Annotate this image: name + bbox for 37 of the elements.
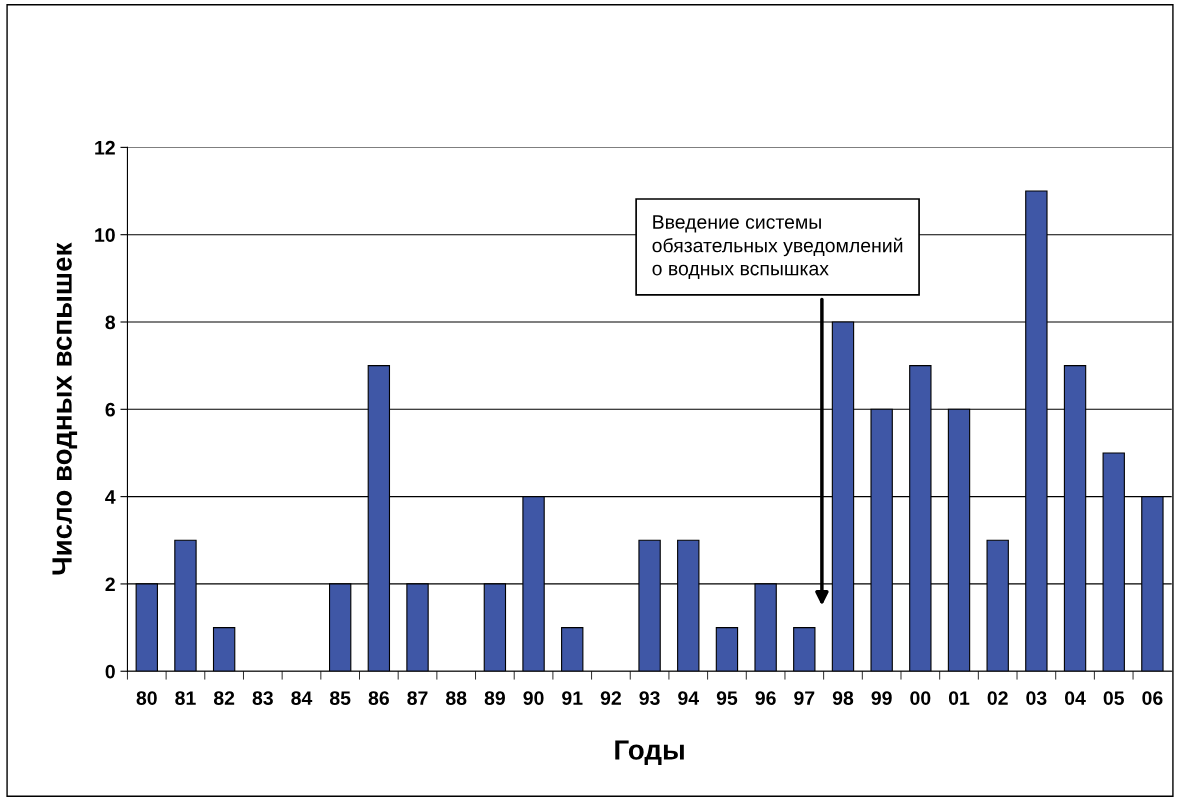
- y-tick-label: 10: [95, 228, 115, 242]
- x-tick-label: 93: [639, 691, 660, 705]
- x-tick-label: 97: [794, 691, 815, 705]
- x-tick-label: 00: [910, 691, 931, 705]
- x-tick-label: 82: [213, 691, 235, 705]
- x-tick-label: 90: [523, 691, 544, 705]
- x-tick-label: 96: [755, 691, 776, 705]
- x-tick-label: 01: [948, 691, 970, 705]
- x-tick-label: 81: [175, 691, 196, 705]
- x-tick-label: 87: [407, 691, 428, 705]
- x-tick-label: 85: [329, 691, 351, 705]
- x-tick-label: 88: [446, 691, 467, 705]
- x-tick-label: 83: [252, 691, 273, 705]
- y-tick-label: 2: [105, 577, 115, 591]
- x-axis-title: Годы: [615, 740, 684, 766]
- x-tick-label: 86: [368, 691, 389, 705]
- x-tick-label: 80: [136, 691, 157, 705]
- x-tick-label: 91: [562, 691, 583, 705]
- y-tick-label: 4: [105, 490, 116, 504]
- x-tick-label: 03: [1026, 691, 1047, 705]
- x-tick-label: 92: [600, 691, 621, 705]
- x-tick-label: 06: [1142, 691, 1163, 705]
- x-tick-label: 89: [484, 691, 505, 705]
- y-tick-label: 8: [105, 315, 116, 330]
- y-axis-title: Число водных вспышек: [52, 242, 78, 575]
- x-tick-label: 94: [678, 691, 699, 705]
- x-tick-label: 95: [716, 691, 738, 705]
- y-tick-label: 0: [105, 664, 115, 679]
- y-tick-label: 6: [105, 402, 115, 417]
- x-tick-label: 04: [1065, 691, 1086, 705]
- x-tick-label: 84: [291, 691, 313, 705]
- annotation: Введение системы обязательных уведомлений о водных вспышках: [652, 215, 903, 280]
- x-tick-label: 99: [871, 691, 892, 705]
- x-tick-label: 02: [987, 691, 1008, 705]
- x-tick-label: 98: [832, 691, 854, 705]
- x-tick-label: 05: [1103, 691, 1124, 705]
- y-tick-label: 12: [95, 140, 115, 155]
